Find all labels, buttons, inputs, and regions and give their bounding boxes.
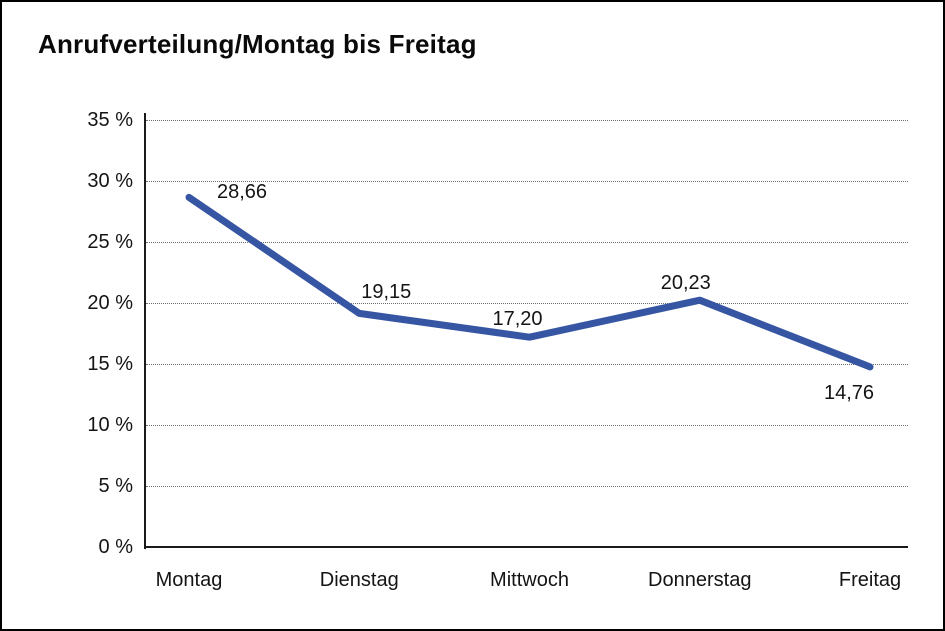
x-axis-label: Montag <box>155 569 223 591</box>
gridline <box>146 120 908 121</box>
y-axis-tick-label: 35 % <box>87 109 133 131</box>
data-point-label: 20,23 <box>660 272 711 295</box>
y-axis-tick-label: 25 % <box>87 231 133 253</box>
data-point-label: 28,66 <box>216 181 268 204</box>
x-axis-line <box>144 546 908 548</box>
series-line <box>185 193 874 371</box>
data-point-label: 14,76 <box>823 381 875 404</box>
data-point-label: 17,20 <box>492 308 543 331</box>
y-axis-line <box>144 113 146 549</box>
gridline <box>146 242 908 243</box>
x-axis-label: Freitag <box>838 569 902 591</box>
gridline <box>146 486 908 487</box>
data-point-label: 19,15 <box>361 281 412 304</box>
y-axis-tick-label: 30 % <box>87 170 133 192</box>
x-axis-label: Mittwoch <box>490 569 569 591</box>
gridline <box>146 425 908 426</box>
chart-title: Anrufverteilung/Montag bis Freitag <box>38 29 477 59</box>
gridline <box>146 181 908 182</box>
y-axis-tick-label: 5 % <box>98 475 133 497</box>
gridline <box>146 303 908 304</box>
y-axis-tick-label: 0 % <box>98 536 133 558</box>
gridline <box>146 364 908 365</box>
y-axis-tick-label: 10 % <box>87 414 133 436</box>
y-axis-tick-label: 15 % <box>87 353 133 375</box>
x-axis-label: Dienstag <box>319 569 399 591</box>
y-axis-tick-label: 20 % <box>87 292 133 314</box>
x-axis-label: Donnerstag <box>648 569 752 591</box>
